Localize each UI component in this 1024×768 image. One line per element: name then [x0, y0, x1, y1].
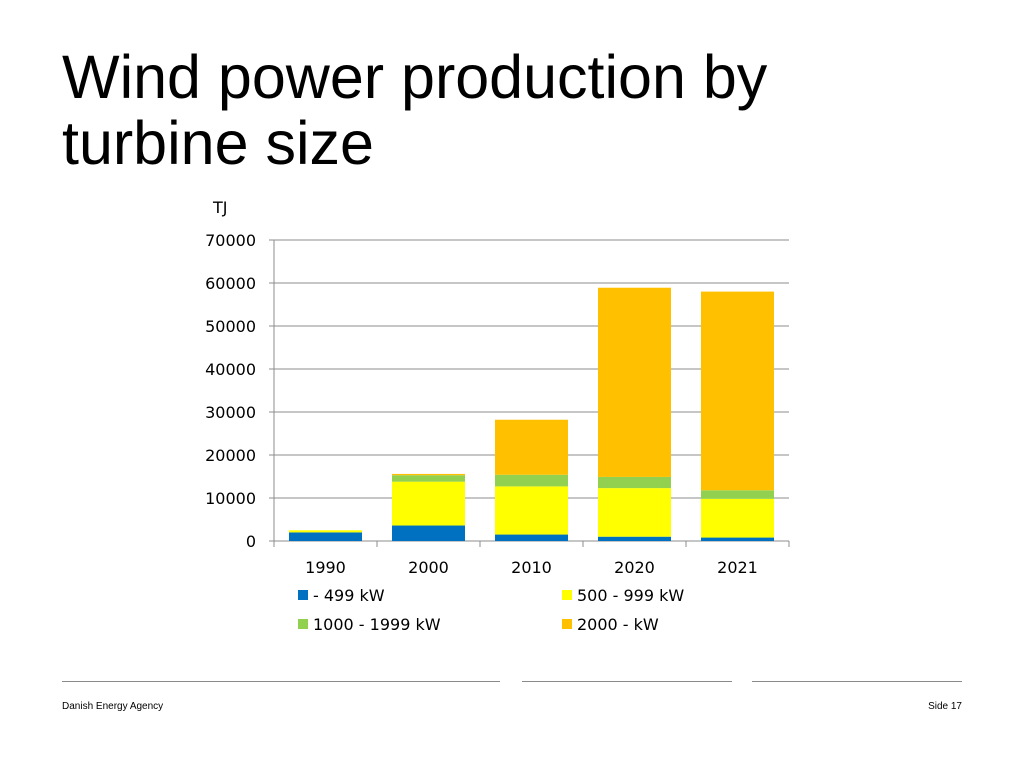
x-tick-label: 2021	[717, 558, 758, 577]
footer-divider-right	[752, 681, 962, 682]
y-axis-label: TJ	[212, 198, 228, 217]
footer-page-number: Side 17	[928, 701, 962, 712]
legend-label-3: 1000 - 1999 kW	[313, 615, 441, 634]
y-tick-label: 70000	[205, 231, 256, 250]
bar-segment-2021-series-2	[701, 498, 774, 538]
slide-title-line-1: Wind power production by	[62, 43, 768, 111]
bar-segment-2020-series-2	[598, 488, 671, 537]
bar-segment-2021-series-4	[701, 291, 774, 491]
y-tick-label: 50000	[205, 317, 256, 336]
x-tick-label: 2000	[408, 558, 449, 577]
slide-title: Wind power production by turbine size	[62, 44, 962, 176]
bar-segment-2020-series-4	[598, 287, 671, 477]
footer-organization: Danish Energy Agency	[62, 701, 164, 712]
bar-segment-2010-series-4	[495, 419, 568, 475]
x-tick-label: 1990	[305, 558, 346, 577]
bar-segment-2010-series-1	[495, 534, 568, 541]
y-tick-label: 20000	[205, 446, 256, 465]
footer-divider-left	[62, 681, 500, 682]
bar-segment-2000-series-2	[392, 481, 465, 526]
legend-label-1: - 499 kW	[313, 586, 385, 605]
y-tick-label: 0	[246, 532, 256, 551]
footer-divider-middle	[522, 681, 732, 682]
y-tick-label: 30000	[205, 403, 256, 422]
bar-segment-2000-series-4	[392, 473, 465, 476]
y-tick-label: 60000	[205, 274, 256, 293]
bar-segment-2020-series-3	[598, 476, 671, 489]
bar-segment-2010-series-3	[495, 474, 568, 487]
slide-title-line-2: turbine size	[62, 109, 374, 177]
bar-segment-2021-series-3	[701, 490, 774, 499]
legend-swatch-1	[298, 590, 308, 600]
bar-segment-2021-series-1	[701, 537, 774, 541]
bar-segment-1990-series-2	[289, 530, 362, 533]
x-tick-label: 2020	[614, 558, 655, 577]
legend-swatch-2	[562, 590, 572, 600]
legend-label-4: 2000 - kW	[577, 615, 659, 634]
legend-swatch-3	[298, 619, 308, 629]
legend-swatch-4	[562, 619, 572, 629]
x-tick-label: 2010	[511, 558, 552, 577]
bar-segment-1990-series-1	[289, 532, 362, 541]
bar-segment-2020-series-1	[598, 536, 671, 541]
legend-label-2: 500 - 999 kW	[577, 586, 684, 605]
bar-segment-2000-series-3	[392, 475, 465, 482]
bar-segment-2010-series-2	[495, 486, 568, 535]
bar-segment-2000-series-1	[392, 525, 465, 541]
y-tick-label: 40000	[205, 360, 256, 379]
y-tick-label: 10000	[205, 489, 256, 508]
